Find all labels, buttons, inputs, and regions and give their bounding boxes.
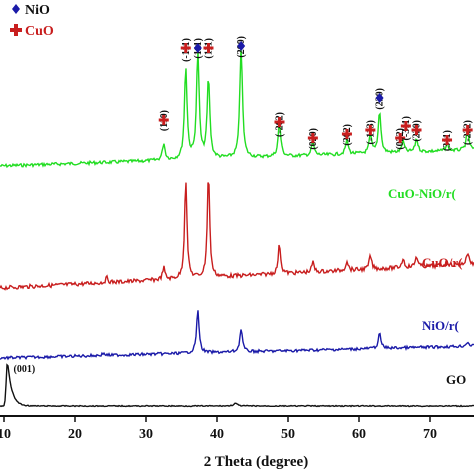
cuo-cross-icon [365,125,376,135]
cuo-cross-icon [158,115,169,125]
peak-annotations: (110)(-111)(111)(111)(200)(-202)(020)(20… [14,36,474,375]
x-tick-label: 20 [68,427,82,442]
series-label-go: GO [446,372,466,387]
legend: NiO CuO [10,3,54,39]
x-tick-label: 50 [281,427,295,442]
x-axis-ticks: 10 20 30 40 50 60 70 [0,416,437,442]
cuo-cross-icon [400,121,411,131]
legend-label-cuo: CuO [25,24,54,39]
peak-label: (001) [14,364,36,375]
cuo-cross-icon [442,135,453,145]
cuo-cross-icon [395,133,406,143]
cuo-cross-icon [341,129,352,139]
cuo-cross-icon [462,125,473,135]
cuo-cross-icon [307,133,318,143]
cuo-cross-icon [180,43,191,53]
legend-label-nio: NiO [25,3,50,18]
series-line [0,310,474,361]
series-label-nio: NiO/r( [422,318,459,333]
legend-cross-icon [10,24,22,36]
series-line [0,46,474,169]
series-line [0,363,474,408]
plot-area [0,46,474,408]
x-tick-label: 70 [423,427,437,442]
x-axis-title: 2 Theta (degree) [204,454,308,470]
series-label-cuo: CuO/r( [422,255,462,270]
series-labels: CuO-NiO/r( CuO/r( NiO/r( GO [388,186,466,387]
legend-diamond-icon [12,4,20,14]
nio-diamond-icon [237,41,246,51]
nio-diamond-icon [193,43,202,53]
cuo-cross-icon [411,125,422,135]
nio-diamond-icon [375,93,384,103]
series-line [0,182,474,291]
x-tick-label: 40 [210,427,224,442]
cuo-cross-icon [203,43,214,53]
x-tick-label: 10 [0,427,11,442]
x-tick-label: 60 [352,427,366,442]
series-label-cuo-nio: CuO-NiO/r( [388,186,456,201]
x-axis: 10 20 30 40 50 60 70 [0,415,474,442]
cuo-cross-icon [274,117,285,127]
x-tick-label: 30 [139,427,153,442]
